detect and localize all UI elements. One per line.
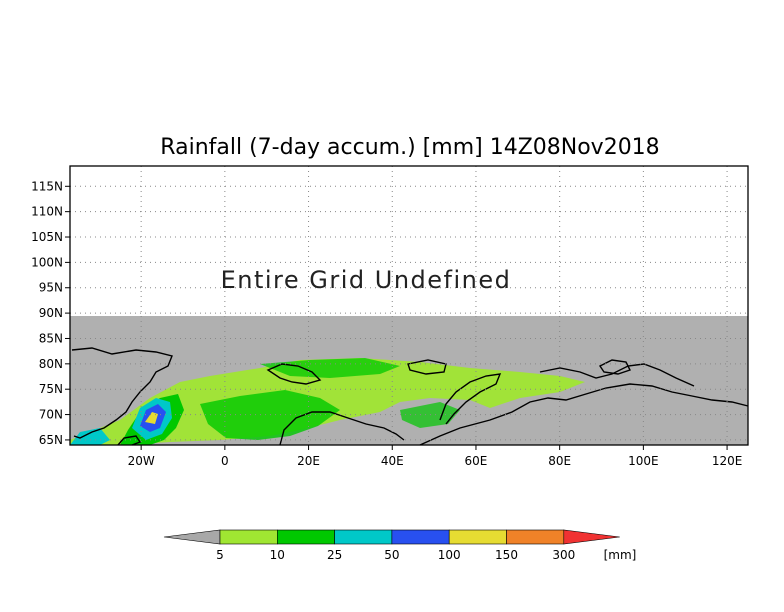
lat-tick-label: 70N (39, 408, 63, 422)
colorbar-label: 100 (438, 548, 461, 562)
lat-tick-label: 90N (39, 306, 63, 320)
lat-tick-label: 100N (31, 255, 63, 269)
lon-tick-label: 40E (381, 454, 404, 468)
map-frame (69, 165, 749, 446)
lat-tick-label: 105N (31, 230, 63, 244)
map-panel: Entire Grid Undefined (69, 165, 749, 446)
coastline-svalbard (266, 363, 322, 385)
rainfall-patches (70, 358, 585, 445)
colorbar-label: 50 (384, 548, 399, 562)
colorbar-segment (334, 529, 393, 545)
longitude-axis: 20W 0 20E 40E 60E 80E 100E 120E (128, 445, 743, 468)
colorbar-low-arrow (163, 529, 221, 545)
coastlines (71, 347, 749, 446)
lon-tick-label: 0 (221, 454, 229, 468)
lat-tick-label: 80N (39, 357, 63, 371)
lat-tick-label: 75N (39, 382, 63, 396)
colorbar-segment (219, 529, 278, 545)
lat-tick-label: 115N (31, 179, 63, 193)
coastline-iceland (117, 435, 142, 446)
colorbar-segment (391, 529, 450, 545)
coastline-siberia (419, 383, 749, 446)
colorbar-label: 300 (552, 548, 575, 562)
colorbar: 5 10 25 50 100 150 300 [mm] (163, 529, 637, 562)
lon-tick-label: 20W (128, 454, 155, 468)
colorbar-segment (276, 529, 335, 545)
colorbar-unit: [mm] (604, 548, 637, 562)
lon-tick-label: 80E (548, 454, 571, 468)
lat-tick-label: 95N (39, 281, 63, 295)
colorbar-high-arrow (563, 529, 620, 545)
rain-patch-light (70, 358, 585, 445)
coastline-greenland (71, 347, 173, 439)
colorbar-label: 150 (495, 548, 518, 562)
lon-tick-label: 100E (628, 454, 659, 468)
rain-patch-extreme (145, 412, 158, 424)
rain-patch-coast-cyan (70, 428, 110, 445)
undefined-grid-label: Entire Grid Undefined (221, 266, 512, 294)
colorbar-segment (448, 529, 507, 545)
lat-tick-label: 65N (39, 433, 63, 447)
lat-tick-label: 85N (39, 331, 63, 345)
colorbar-label: 10 (270, 548, 285, 562)
latitude-axis: 65N 70N 75N 80N 85N 90N 95N 100N 105N 110N 115N (31, 179, 70, 447)
colorbar-label: 25 (327, 548, 342, 562)
coastline-franz-josef (407, 359, 447, 375)
coastline-scandinavia (279, 411, 405, 446)
figure-title: Rainfall (7-day accum.) [mm] 14Z08Nov201… (160, 135, 659, 160)
rain-patch-moderate-3 (260, 358, 400, 378)
colorbar-label: 5 (216, 548, 224, 562)
coastline-taymyr (539, 363, 695, 387)
lon-tick-label: 120E (712, 454, 743, 468)
lon-tick-label: 60E (465, 454, 488, 468)
gridlines (70, 166, 748, 445)
coastline-severnaya (598, 359, 631, 375)
lat-tick-label: 110N (31, 205, 63, 219)
colorbar-segment (506, 529, 565, 545)
lon-tick-label: 20E (297, 454, 320, 468)
coastline-novaya-zemlya (439, 373, 502, 425)
